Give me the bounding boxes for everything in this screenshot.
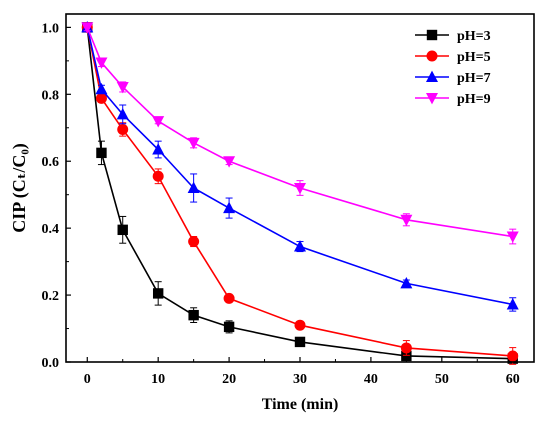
y-axis-title: CIP (Cₜ/C₀) xyxy=(9,143,30,233)
data-point xyxy=(400,214,413,227)
y-tick-label: 0.4 xyxy=(42,222,60,237)
x-tick-label: 0 xyxy=(84,372,91,387)
plot-border xyxy=(65,13,535,363)
legend-item: pH=3 xyxy=(415,29,491,44)
x-tick-label: 10 xyxy=(151,372,165,387)
data-point xyxy=(506,298,519,310)
series-line xyxy=(86,27,513,238)
legend-marker xyxy=(426,29,438,41)
x-tick-label: 40 xyxy=(364,372,378,387)
legend-label: pH=7 xyxy=(457,71,491,86)
data-point xyxy=(117,224,128,236)
data-point xyxy=(152,143,165,155)
legend-label: pH=5 xyxy=(457,50,491,65)
legend-marker xyxy=(426,93,438,105)
legend-label: pH=9 xyxy=(457,92,491,107)
legend-label: pH=3 xyxy=(457,29,491,44)
plot-frame xyxy=(65,13,535,363)
x-tick-label: 60 xyxy=(506,372,520,387)
legend-marker xyxy=(426,50,438,62)
data-point xyxy=(95,92,107,104)
data-point xyxy=(223,156,236,168)
y-tick-label: 0.0 xyxy=(42,356,60,371)
legend-item: pH=5 xyxy=(415,50,491,65)
data-point xyxy=(506,231,519,243)
series-group xyxy=(81,20,519,365)
data-point xyxy=(152,170,164,182)
data-point xyxy=(223,292,235,304)
data-point xyxy=(96,147,107,159)
x-tick-label: 30 xyxy=(293,372,307,387)
data-point xyxy=(401,350,412,362)
data-point xyxy=(294,319,306,331)
data-point xyxy=(294,240,306,252)
x-axis-title: Time (min) xyxy=(262,396,339,413)
y-tick-label: 1.0 xyxy=(42,21,60,36)
data-point xyxy=(188,236,200,248)
legend: pH=3 pH=5 pH=7 pH=9 xyxy=(415,29,491,107)
data-point xyxy=(95,57,108,69)
data-point xyxy=(152,288,164,299)
data-point xyxy=(294,183,306,195)
data-point xyxy=(116,81,129,94)
x-tick-label: 20 xyxy=(222,372,236,387)
y-tick-label: 0.8 xyxy=(42,88,60,103)
data-point xyxy=(223,321,235,333)
x-tick-label: 50 xyxy=(435,372,449,387)
data-point xyxy=(152,116,165,128)
data-point xyxy=(81,22,94,34)
data-point xyxy=(188,309,199,321)
data-point xyxy=(116,107,129,120)
data-point xyxy=(95,82,108,95)
legend-marker xyxy=(426,70,438,82)
data-point xyxy=(117,123,129,135)
data-point xyxy=(187,181,200,193)
series-pH=9 xyxy=(81,22,519,245)
data-point xyxy=(223,201,236,214)
data-point xyxy=(187,137,200,150)
data-point xyxy=(400,276,413,289)
data-point xyxy=(507,350,519,362)
legend-item: pH=9 xyxy=(415,92,491,107)
data-point xyxy=(400,342,412,354)
series-pH=7 xyxy=(81,20,519,312)
y-tick-label: 0.2 xyxy=(42,289,60,304)
y-tick-label: 0.6 xyxy=(42,155,60,170)
data-point xyxy=(294,336,306,348)
axis-ticks: 0 10 20 30 40 50 60 0.0 0.2 0.4 0.6 0.8 1.0 xyxy=(42,21,520,387)
legend-item: pH=7 xyxy=(415,70,491,86)
